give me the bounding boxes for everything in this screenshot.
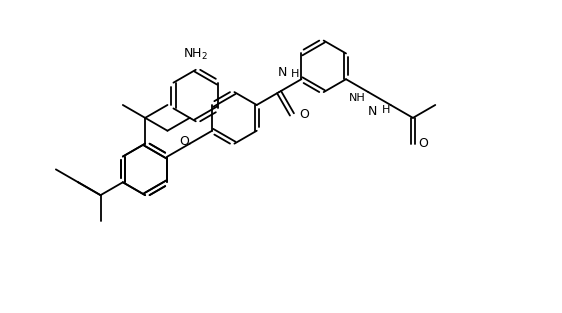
Text: O: O	[418, 137, 428, 150]
Text: NH: NH	[349, 93, 365, 103]
Text: O: O	[299, 108, 309, 121]
Text: NH$_2$: NH$_2$	[183, 47, 209, 62]
Text: H: H	[382, 105, 390, 115]
Text: N: N	[368, 105, 378, 119]
Text: N: N	[278, 66, 287, 79]
Text: O: O	[179, 135, 189, 148]
Text: H: H	[291, 69, 300, 79]
